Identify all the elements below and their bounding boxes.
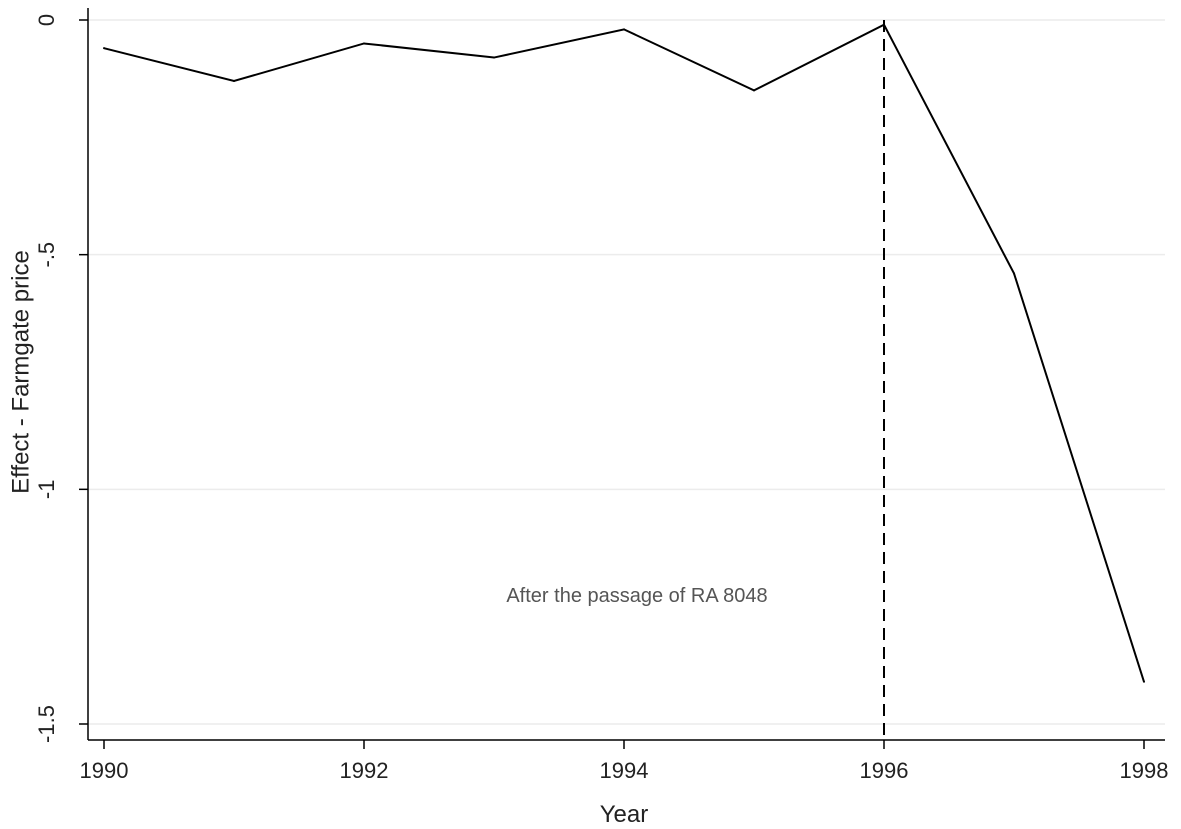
x-axis-title: Year xyxy=(600,801,649,828)
data-point xyxy=(363,42,365,45)
x-tick-label: 1996 xyxy=(860,758,909,783)
y-tick-label: -1.5 xyxy=(34,705,59,743)
data-point xyxy=(883,23,885,26)
annotation-text: After the passage of RA 8048 xyxy=(506,585,767,607)
y-tick-label: -.5 xyxy=(34,242,59,268)
x-tick-label: 1994 xyxy=(600,758,649,783)
y-axis-title: Effect - Farmgate price xyxy=(7,250,34,494)
y-tick-label: -1 xyxy=(34,480,59,500)
series-group xyxy=(103,23,1145,683)
axes xyxy=(87,8,1165,741)
y-axis-ticks: 0 -.5 -1 -1.5 xyxy=(34,14,88,743)
data-point xyxy=(103,47,105,50)
grid-lines xyxy=(88,19,1165,725)
y-tick-label: 0 xyxy=(34,14,59,26)
x-tick-label: 1992 xyxy=(340,758,389,783)
x-axis-ticks: 1990 1992 1994 1996 1998 xyxy=(80,740,1169,783)
data-point xyxy=(493,56,495,59)
x-tick-label: 1990 xyxy=(80,758,129,783)
x-tick-label: 1998 xyxy=(1120,758,1169,783)
data-point xyxy=(1143,680,1145,683)
data-point xyxy=(753,89,755,92)
data-point xyxy=(623,28,625,31)
data-point xyxy=(1013,272,1015,275)
data-point xyxy=(233,80,235,83)
